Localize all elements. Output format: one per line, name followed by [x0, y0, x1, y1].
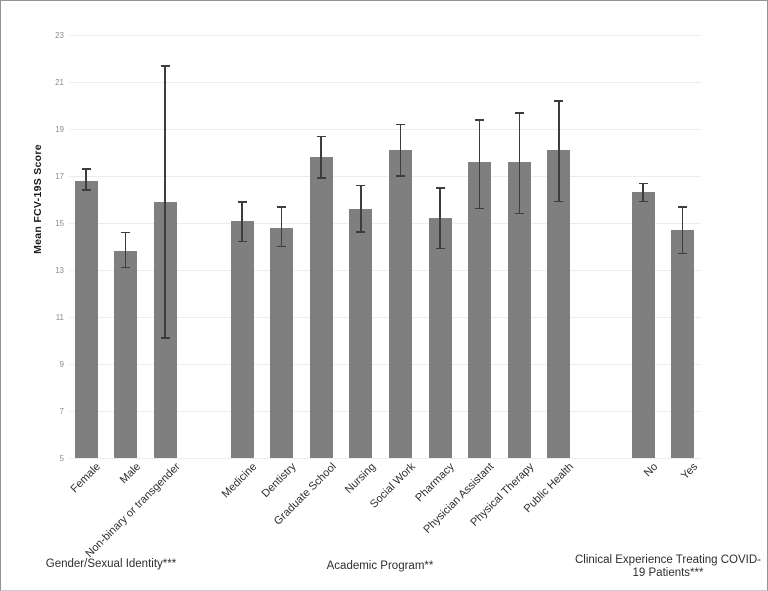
x-tick-label: Yes: [678, 460, 700, 482]
error-bar: [439, 187, 441, 249]
y-tick-label: 5: [59, 453, 64, 463]
error-bar: [85, 168, 87, 191]
gridline: [69, 364, 701, 365]
error-bar-cap: [81, 168, 91, 170]
y-tick-label: 7: [59, 406, 64, 416]
error-bar-cap: [277, 206, 287, 208]
gridline: [69, 82, 701, 83]
error-bar-cap: [638, 200, 648, 203]
error-bar-cap: [638, 182, 648, 185]
gridline: [69, 317, 701, 318]
error-bar: [164, 65, 166, 339]
bar-dentistry: [270, 227, 294, 458]
error-bar-cap: [316, 177, 326, 179]
error-bar-cap: [121, 266, 131, 269]
error-bar-cap: [554, 200, 564, 203]
bar-medicine: [230, 220, 254, 458]
error-bar-cap: [554, 100, 564, 102]
y-tick-label: 13: [55, 265, 64, 275]
error-bar-cap: [356, 231, 366, 233]
error-bar: [320, 136, 322, 179]
x-tick-label: Female: [68, 460, 104, 496]
error-bar-cap: [237, 201, 247, 203]
bar-public-health: [547, 150, 571, 458]
group-label: Academic Program**: [326, 560, 434, 572]
error-bar: [518, 112, 520, 214]
group-label: Gender/Sexual Identity***: [45, 558, 177, 570]
error-bar-cap: [160, 65, 170, 67]
gridline: [69, 411, 701, 412]
bar-social-work: [388, 150, 412, 458]
x-tick-label: Nursing: [342, 460, 379, 497]
y-tick-label: 21: [55, 77, 64, 87]
error-bar-cap: [435, 247, 445, 250]
error-bar-cap: [678, 252, 688, 255]
error-bar: [399, 124, 402, 176]
bar-female: [74, 180, 98, 458]
error-bar-cap: [395, 175, 405, 177]
bar-yes: [671, 230, 695, 458]
bar-no: [631, 192, 655, 458]
y-tick-label: 9: [59, 359, 64, 369]
error-bar: [478, 119, 481, 209]
error-bar-cap: [277, 245, 287, 247]
error-bar-cap: [514, 112, 524, 114]
error-bar-cap: [678, 206, 688, 208]
bar-physician-assistant: [468, 161, 492, 458]
error-bar-cap: [435, 187, 445, 189]
error-bar-cap: [395, 123, 405, 126]
error-bar-cap: [81, 189, 91, 191]
error-bar: [124, 232, 127, 268]
y-tick-label: 15: [55, 218, 64, 228]
error-bar-cap: [475, 207, 485, 210]
error-bar: [280, 206, 283, 247]
error-bar: [558, 100, 560, 202]
group-label: Clinical Experience Treating COVID- 19 P…: [575, 554, 761, 580]
bar-physical-therapy: [507, 161, 531, 458]
gridline: [69, 35, 701, 36]
gridline: [69, 176, 701, 177]
gridline: [69, 270, 701, 271]
error-bar-cap: [316, 135, 326, 138]
bar-pharmacy: [428, 218, 452, 458]
y-tick-label: 23: [55, 30, 64, 40]
y-tick-label: 11: [55, 312, 64, 322]
bar-graduate-school: [309, 157, 333, 458]
gridline: [69, 129, 701, 130]
x-tick-label: Physician Assistant: [421, 460, 497, 536]
error-bar-cap: [356, 184, 366, 187]
error-bar-cap: [514, 212, 524, 215]
error-bar-cap: [121, 231, 131, 234]
bar-male: [114, 251, 138, 458]
gridline: [69, 223, 701, 224]
error-bar-cap: [237, 240, 247, 243]
error-bar-cap: [475, 119, 485, 121]
bar-nursing: [349, 208, 373, 458]
y-tick-label: 17: [55, 171, 64, 181]
error-bar: [241, 201, 243, 242]
gridline: [69, 458, 701, 459]
error-bar: [642, 183, 644, 202]
x-tick-label: Dentistry: [259, 460, 299, 500]
error-bar: [360, 185, 362, 233]
x-tick-label: Male: [117, 460, 143, 487]
x-tick-label: Medicine: [219, 460, 260, 501]
error-bar: [681, 206, 684, 254]
y-tick-label: 19: [55, 124, 64, 134]
x-tick-label: No: [641, 460, 661, 480]
error-bar-cap: [160, 337, 170, 339]
